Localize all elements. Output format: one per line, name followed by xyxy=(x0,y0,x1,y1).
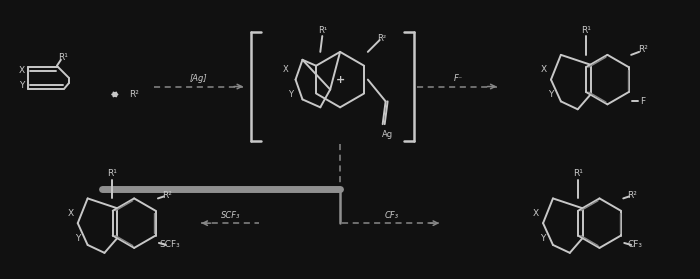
Text: R²: R² xyxy=(162,191,172,200)
Text: [Ag]: [Ag] xyxy=(190,74,207,83)
Text: CF₃: CF₃ xyxy=(628,240,643,249)
Text: R²: R² xyxy=(638,45,648,54)
Text: +: + xyxy=(335,74,344,85)
Text: Y: Y xyxy=(288,90,293,99)
Text: X: X xyxy=(18,66,25,75)
Text: R¹: R¹ xyxy=(58,53,68,62)
Text: R²: R² xyxy=(130,90,139,99)
Text: X: X xyxy=(533,209,539,218)
Text: Y: Y xyxy=(548,90,554,99)
Text: R¹: R¹ xyxy=(318,26,327,35)
Text: X: X xyxy=(283,65,288,74)
Text: CF₃: CF₃ xyxy=(384,211,398,220)
Text: Ag: Ag xyxy=(382,129,393,139)
Text: R¹: R¹ xyxy=(581,26,591,35)
Text: F⁻: F⁻ xyxy=(454,74,463,83)
Text: R¹: R¹ xyxy=(108,169,118,178)
Text: X: X xyxy=(541,65,547,74)
Text: R²: R² xyxy=(627,191,637,200)
Text: Y: Y xyxy=(19,81,24,90)
Text: F: F xyxy=(640,97,645,106)
Text: Y: Y xyxy=(540,234,546,242)
Text: Y: Y xyxy=(75,234,80,242)
Text: SCF₃: SCF₃ xyxy=(220,211,240,220)
Text: R¹: R¹ xyxy=(573,169,582,178)
Text: R²: R² xyxy=(377,33,386,42)
Text: X: X xyxy=(68,209,74,218)
Text: SCF₃: SCF₃ xyxy=(160,240,180,249)
